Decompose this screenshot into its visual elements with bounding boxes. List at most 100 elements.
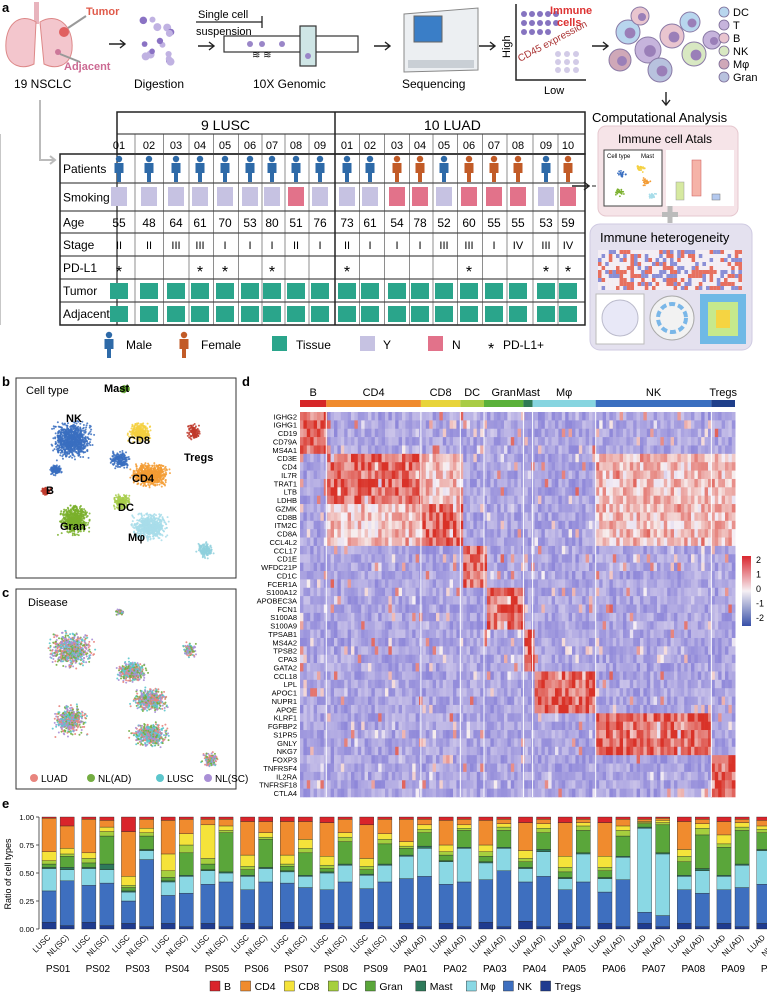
heat-cell	[708, 663, 712, 672]
heat-cell	[374, 537, 379, 547]
heat-cell	[388, 412, 393, 421]
heat-cell	[646, 688, 651, 697]
heat-cell	[731, 704, 736, 714]
heat-cell	[616, 688, 620, 697]
heat-cell	[412, 437, 416, 446]
heat-cell	[711, 629, 716, 639]
heat-cell	[378, 621, 382, 630]
heat-cell	[524, 512, 529, 522]
heat-cell	[575, 612, 580, 622]
heat-cell	[449, 696, 454, 706]
heat-cell	[612, 704, 617, 714]
heat-cell	[599, 612, 603, 622]
heat-cell	[602, 579, 607, 589]
heat-cell	[701, 671, 705, 681]
heat-cell	[633, 554, 637, 563]
heat-cell	[643, 520, 648, 530]
heat-cell	[449, 646, 454, 656]
heat-cell	[633, 688, 637, 697]
heat-cell	[517, 412, 522, 421]
heat-cell	[684, 696, 688, 706]
heat-cell	[670, 621, 675, 630]
heat-cell	[405, 537, 410, 547]
heat-cell	[337, 654, 342, 664]
heat-cell	[408, 545, 413, 555]
heat-cell	[548, 612, 552, 622]
heat-cell	[402, 520, 406, 530]
heat-cell	[643, 612, 648, 622]
heat-cell	[524, 696, 529, 706]
heat-cell	[572, 604, 576, 614]
heat-cell	[701, 612, 705, 622]
heat-cell	[572, 587, 576, 597]
patient-id: 10	[562, 140, 574, 152]
heat-cell	[684, 420, 688, 430]
tsne-cluster	[115, 608, 125, 616]
heat-cell	[388, 462, 393, 471]
heat-cell	[704, 412, 709, 421]
age-value: 76	[313, 216, 327, 230]
heat-cell	[408, 654, 413, 664]
heat-cell	[514, 470, 518, 480]
male-patient-icon	[439, 155, 449, 182]
heat-cell	[561, 420, 566, 430]
heat-cell	[415, 504, 420, 513]
heat-cell	[565, 428, 569, 438]
heat-cell	[602, 428, 607, 438]
heat-cell	[677, 596, 682, 605]
heat-cell	[697, 629, 702, 639]
heat-cell	[728, 520, 733, 530]
heat-cell	[381, 604, 386, 614]
heat-cell	[408, 512, 413, 522]
heat-cell	[449, 612, 454, 622]
heat-cell	[718, 671, 722, 681]
heat-cell	[616, 637, 620, 647]
heat-cell	[364, 696, 369, 706]
heat-cell	[687, 646, 692, 656]
heat-cell	[432, 453, 437, 463]
heat-cell	[361, 487, 365, 496]
heat-cell	[721, 704, 726, 714]
heat-cell	[527, 520, 532, 530]
heat-cell	[490, 545, 495, 555]
heat-cell	[425, 596, 430, 605]
heat-cell	[483, 646, 488, 656]
heat-cell	[402, 495, 406, 505]
heat-cell	[344, 478, 348, 488]
heat-cell	[721, 470, 726, 480]
heat-cell	[361, 654, 365, 664]
heat-cell	[408, 713, 413, 722]
heat-cell	[439, 688, 444, 697]
adjacent-tissue-cell	[263, 306, 281, 322]
heat-cell	[306, 470, 311, 480]
heat-cell	[704, 537, 709, 547]
panel-letter-d: d	[242, 374, 250, 389]
heat-cell	[483, 663, 488, 672]
heat-cell	[612, 437, 617, 446]
heat-cell	[449, 654, 454, 664]
heat-cell	[626, 520, 631, 530]
heat-cell	[436, 428, 440, 438]
heat-cell	[378, 462, 382, 471]
heat-cell	[721, 545, 726, 555]
heat-cell	[684, 445, 688, 455]
heat-cell	[565, 571, 569, 580]
heat-cell	[653, 504, 658, 513]
heat-cell	[483, 596, 488, 605]
heat-cell	[493, 654, 498, 664]
heat-cell	[402, 412, 406, 421]
male-patient-icon	[245, 155, 255, 182]
heat-cell	[449, 579, 454, 589]
arrow-icon	[592, 41, 610, 51]
heat-cell	[609, 637, 614, 647]
heat-cell	[633, 487, 637, 496]
heat-cell	[381, 504, 386, 513]
heat-cell	[334, 545, 338, 555]
heat-cell	[691, 453, 695, 463]
heat-cell	[643, 579, 648, 589]
heat-cell	[371, 587, 376, 597]
heat-cell	[429, 478, 433, 488]
heat-cell	[640, 462, 644, 471]
heat-cell	[347, 537, 352, 547]
arrow-icon	[374, 41, 392, 51]
